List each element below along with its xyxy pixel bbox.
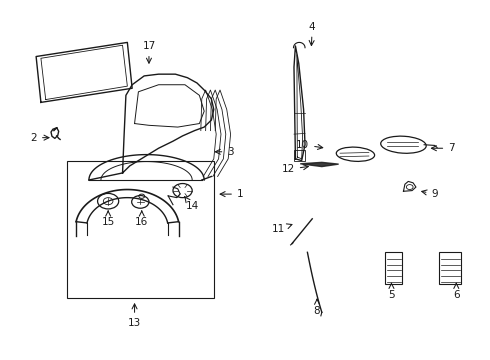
Text: 11: 11 — [272, 224, 292, 234]
Bar — [67, 161, 214, 298]
Text: 13: 13 — [128, 304, 141, 328]
Text: 3: 3 — [215, 147, 234, 157]
Text: 14: 14 — [184, 197, 199, 211]
Bar — [385, 252, 402, 284]
Text: 6: 6 — [453, 283, 460, 300]
Text: 16: 16 — [135, 211, 148, 227]
Bar — [440, 252, 461, 284]
Text: 15: 15 — [101, 211, 115, 227]
Text: 9: 9 — [422, 189, 438, 199]
Text: 12: 12 — [282, 165, 308, 174]
Text: 7: 7 — [431, 143, 455, 153]
Polygon shape — [300, 162, 339, 167]
Text: 2: 2 — [30, 133, 49, 143]
Bar — [294, 150, 305, 161]
Text: 5: 5 — [388, 283, 395, 300]
Text: 1: 1 — [220, 189, 244, 199]
Text: 10: 10 — [296, 140, 323, 150]
Text: 17: 17 — [142, 41, 156, 63]
Text: 4: 4 — [309, 22, 316, 45]
Text: 8: 8 — [314, 299, 320, 315]
